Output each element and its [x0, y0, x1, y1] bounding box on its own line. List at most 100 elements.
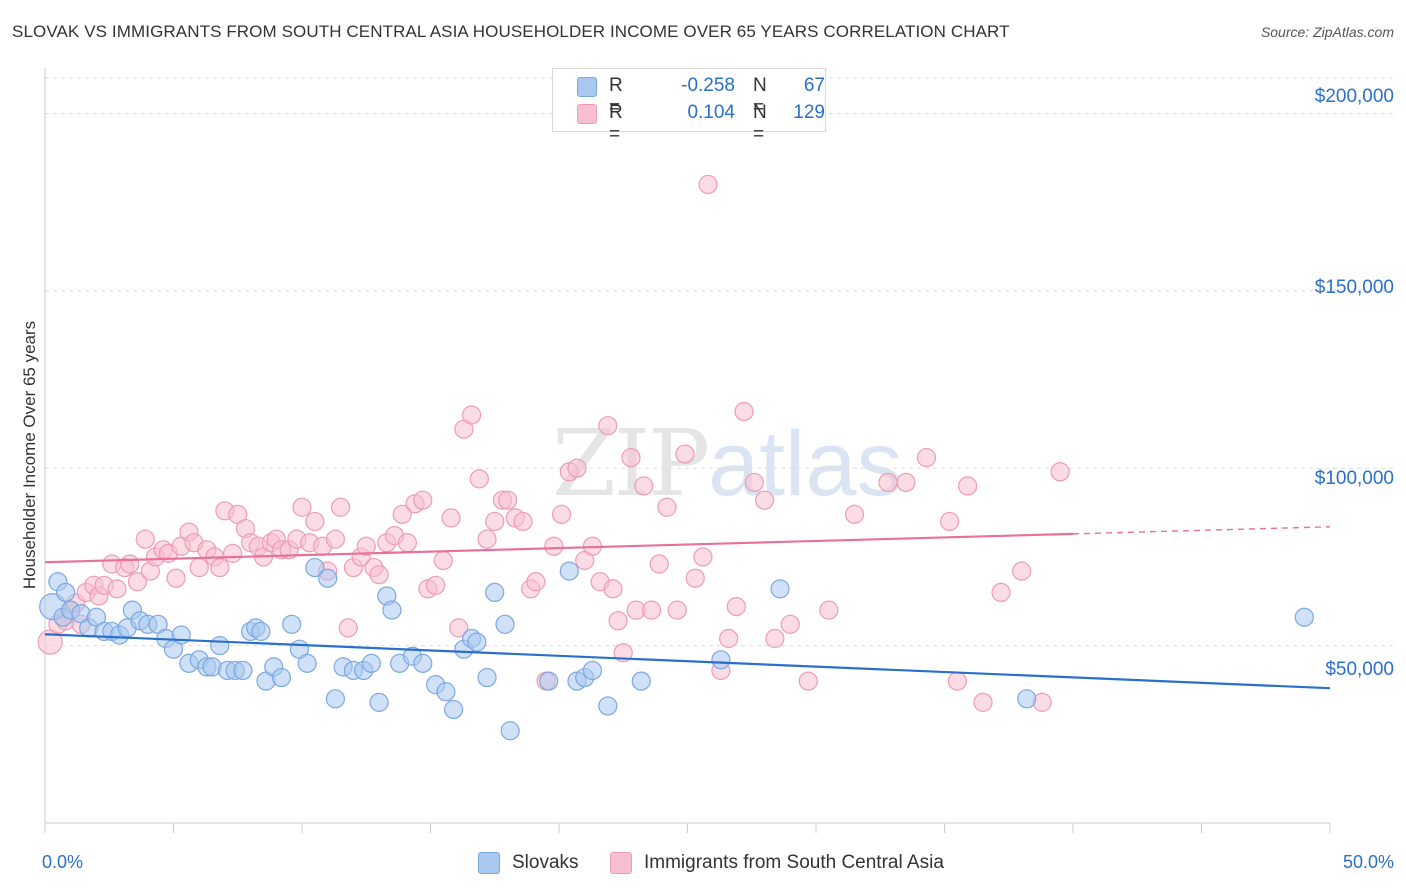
slovaks-point — [382, 600, 402, 620]
immigrants-point — [693, 547, 713, 567]
immigrants-point — [621, 447, 641, 468]
slovaks-point — [770, 579, 790, 599]
immigrants-point — [649, 554, 669, 574]
immigrants-point — [498, 490, 518, 510]
immigrants-point — [780, 614, 800, 634]
immigrants-point — [675, 444, 695, 464]
legend-label: Slovaks — [512, 852, 579, 873]
immigrants-point — [356, 536, 376, 556]
immigrants-point — [526, 572, 546, 592]
trend-line — [44, 532, 1074, 564]
trend-line — [44, 633, 1331, 690]
immigrants-point — [485, 511, 505, 532]
immigrants-point — [608, 611, 628, 631]
immigrants-point — [120, 554, 140, 574]
immigrants-point — [916, 447, 937, 468]
slovaks-point — [413, 653, 433, 673]
immigrants-point — [223, 543, 243, 563]
immigrants-point — [878, 472, 898, 493]
immigrants-point — [338, 618, 358, 638]
slovaks-point — [582, 660, 603, 681]
immigrants-point — [754, 490, 775, 510]
immigrants-point — [1050, 462, 1070, 482]
watermark: ZIPatlas — [552, 410, 903, 517]
slovaks-point — [559, 561, 579, 581]
immigrants-point — [135, 529, 155, 549]
immigrants-point — [634, 476, 654, 496]
immigrants-point — [397, 533, 417, 553]
immigrants-point — [392, 504, 412, 524]
immigrants-point — [441, 508, 461, 528]
immigrants-point — [613, 643, 633, 663]
immigrants-swatch — [610, 852, 632, 874]
slovaks-point — [318, 568, 338, 588]
slovaks-swatch — [577, 77, 597, 97]
immigrants-point — [973, 692, 993, 712]
slovaks-point — [282, 614, 302, 634]
y-tick-label: $100,000 — [1314, 468, 1394, 489]
trend-line-extension — [1072, 526, 1331, 535]
trend-lines — [44, 526, 1331, 690]
immigrants-point — [698, 174, 718, 195]
slovaks-point — [500, 721, 520, 741]
immigrants-point — [37, 629, 63, 655]
y-axis-title: Householder Income Over 65 years — [20, 320, 39, 590]
immigrants-point — [477, 529, 497, 549]
slovaks-point — [325, 689, 346, 709]
immigrants-point — [685, 568, 705, 588]
r-label: R = — [609, 75, 623, 118]
immigrants-point — [958, 476, 978, 496]
immigrants-point — [719, 628, 739, 649]
immigrants-point — [603, 579, 623, 599]
legend-label: Immigrants from South Central Asia — [644, 852, 944, 873]
immigrants-point — [107, 579, 127, 599]
slovaks-point — [1017, 689, 1037, 709]
source-credit: Source: ZipAtlas.com — [1260, 24, 1394, 40]
immigrants-point — [657, 497, 677, 517]
r-label: R = — [609, 102, 623, 145]
slovaks-point — [297, 653, 317, 673]
immigrants-point — [551, 504, 572, 524]
immigrants-point — [844, 504, 865, 524]
slovaks-point — [436, 682, 456, 702]
correlation-legend: R = -0.258 N = 67 R = 0.104 N = 129 — [552, 68, 826, 145]
y-tick-label: $50,000 — [1325, 659, 1394, 680]
watermark-atlas: atlas — [708, 413, 903, 515]
slovaks-point — [251, 621, 271, 642]
immigrants-point — [991, 582, 1011, 603]
immigrants-point — [513, 511, 533, 532]
immigrants-point — [325, 529, 346, 549]
immigrants-point — [667, 600, 687, 620]
x-axis-min-label: 0.0% — [42, 852, 84, 872]
immigrants-point — [940, 511, 960, 532]
slovaks-point — [1294, 607, 1314, 627]
slovaks-point — [210, 636, 230, 656]
immigrants-point — [726, 596, 746, 617]
slovaks-swatch — [478, 852, 500, 874]
immigrants-point — [947, 671, 967, 691]
immigrants-point — [330, 497, 351, 517]
y-tick-label: $150,000 — [1314, 277, 1394, 298]
n-label: N = — [753, 75, 767, 118]
slovaks-point — [485, 582, 505, 603]
immigrants-point — [166, 568, 186, 588]
immigrants-point — [449, 618, 469, 638]
immigrants-point — [641, 600, 662, 620]
n-value: 129 — [793, 102, 825, 123]
x-axis — [44, 68, 1331, 833]
chart-title: SLOVAK VS IMMIGRANTS FROM SOUTH CENTRAL … — [12, 22, 1010, 41]
immigrants-point — [819, 600, 839, 620]
slovaks-point — [305, 557, 325, 578]
data-points — [37, 174, 1314, 741]
immigrants-point — [305, 511, 325, 532]
immigrants-point — [292, 497, 312, 517]
slovaks-point — [598, 696, 618, 716]
immigrants-point — [896, 472, 916, 493]
immigrants-point — [544, 536, 564, 556]
immigrants-point — [567, 458, 587, 478]
immigrants-point — [462, 405, 482, 425]
immigrants-point — [765, 628, 785, 649]
slovaks-point — [233, 660, 253, 681]
slovaks-point — [539, 671, 559, 691]
